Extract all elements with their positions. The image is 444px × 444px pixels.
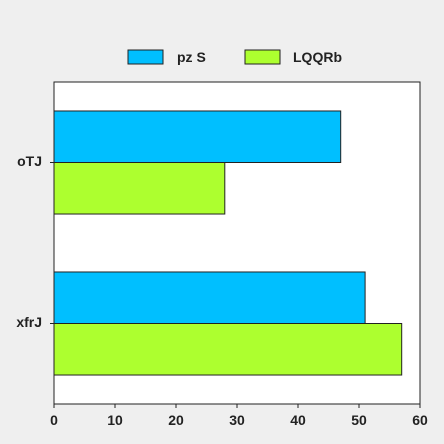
bar-xfrJ-series-0	[53, 271, 366, 325]
legend-label-series-1: LQQRb	[293, 49, 342, 65]
bar-xfrJ-series-1	[53, 323, 403, 376]
y-tick-label-xfrJ: xfrJ	[16, 314, 42, 330]
x-tick-label-50: 50	[351, 412, 367, 428]
legend-item-series-1: LQQRb	[244, 49, 342, 65]
legend-swatch-series-1	[244, 49, 281, 65]
legend: pz S LQQRb	[127, 49, 342, 65]
x-tick-label-0: 0	[50, 412, 58, 428]
x-tick-label-30: 30	[229, 412, 245, 428]
bar-oTJ-series-1	[53, 162, 226, 215]
y-tick-label-oTJ: oTJ	[17, 153, 42, 169]
x-tick-label-60: 60	[412, 412, 428, 428]
x-axis-ticks: 0 10 20 30 40 50 60	[50, 404, 428, 428]
y-axis-ticks: oTJ xfrJ	[16, 153, 54, 330]
x-tick-label-20: 20	[168, 412, 184, 428]
plot-frame	[53, 81, 421, 405]
bar-oTJ-series-0	[53, 110, 342, 164]
legend-label-series-0: pz S	[177, 49, 206, 65]
legend-swatch-series-0	[127, 49, 164, 65]
legend-item-series-0: pz S	[127, 49, 206, 65]
x-tick-label-40: 40	[290, 412, 306, 428]
x-tick-label-10: 10	[107, 412, 123, 428]
